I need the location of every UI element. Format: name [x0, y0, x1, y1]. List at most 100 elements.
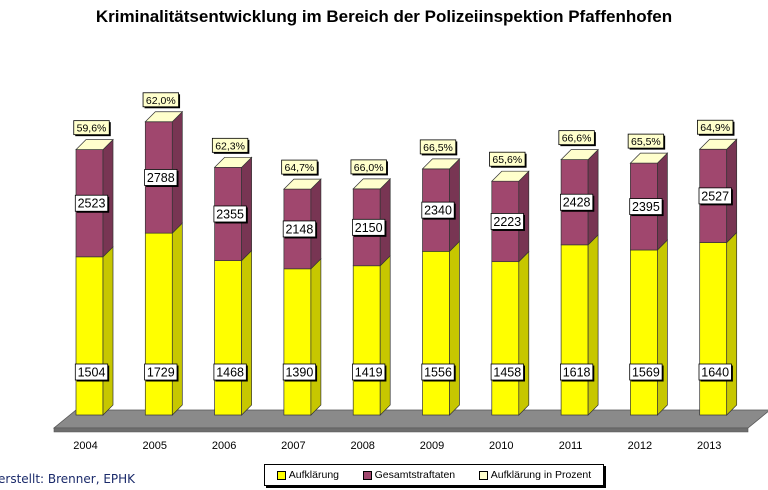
label-prozent-2004: 59,6%	[77, 123, 107, 135]
label-aufklaerung-2007: 1390	[285, 366, 313, 380]
legend-item-aufklaerung: Aufklärung	[276, 469, 339, 481]
label-gesamt-2011-box	[560, 193, 594, 211]
label-gesamt-2004: 2523	[78, 197, 106, 211]
label-aufklaerung-2011: 1618	[563, 366, 591, 380]
bar-aufklaerung-side-2013	[726, 231, 738, 416]
label-prozent-box-2007	[281, 159, 318, 175]
legend-label-aufklaerung: Aufklärung	[288, 469, 339, 481]
label-gesamt-2010: 2223	[493, 215, 521, 229]
x-tick-2006: 2006	[212, 440, 236, 452]
legend-item-gesamt: Gesamtstraftaten	[362, 469, 456, 481]
label-aufklaerung-2010: 1458	[493, 366, 521, 380]
bar-aufklaerung-2004	[75, 256, 104, 416]
bar-aufklaerung-side-2004	[102, 245, 114, 416]
bar-aufklaerung-2008	[352, 265, 381, 416]
bar-aufklaerung-2012	[630, 249, 658, 416]
legend-label-gesamt: Gesamtstraftaten	[374, 469, 456, 481]
label-aufklaerung-2008-box	[352, 363, 386, 381]
label-prozent-box-2006	[211, 137, 249, 153]
label-gesamt-2012: 2395	[632, 200, 660, 214]
bar-aufklaerung-2009	[422, 251, 450, 416]
x-tick-2005: 2005	[143, 440, 167, 452]
label-gesamt-2007-box	[282, 220, 317, 238]
label-aufklaerung-2007-box	[282, 363, 317, 381]
legend-swatch-aufklaerung	[276, 470, 286, 480]
label-aufklaerung-2009-box	[421, 363, 455, 381]
label-prozent-2005: 62,0%	[146, 95, 176, 107]
label-aufklaerung-2012: 1569	[632, 366, 660, 380]
label-gesamt-2010-box	[490, 213, 524, 230]
credit-text: erstellt: Brenner, EPHK	[0, 472, 136, 486]
legend-swatch-prozent	[478, 470, 488, 480]
label-prozent-2012: 65,5%	[631, 136, 661, 148]
label-aufklaerung-2009: 1556	[424, 366, 452, 380]
bar-top-2008	[352, 178, 392, 190]
legend: Aufklärung Gesamtstraftaten Aufklärung i…	[264, 464, 604, 486]
bar-top-2004	[75, 139, 114, 150]
label-gesamt-2008: 2150	[355, 221, 383, 235]
label-aufklaerung-2008: 1419	[355, 366, 383, 380]
bar-top-2011	[560, 149, 599, 160]
chart-title: Kriminalitätsentwicklung im Bereich der …	[95, 7, 673, 26]
label-gesamt-2013: 2527	[701, 189, 729, 203]
bar-top-2009	[421, 158, 461, 170]
label-prozent-box-2010	[489, 151, 526, 167]
label-gesamt-2005: 2788	[147, 171, 175, 185]
label-aufklaerung-2013-box	[698, 363, 732, 381]
label-prozent-2007: 64,7%	[285, 162, 315, 174]
label-aufklaerung-2006-box	[213, 363, 247, 381]
bar-aufklaerung-2006	[214, 260, 242, 416]
label-prozent-box-2008	[350, 159, 387, 175]
label-gesamt-2005-box	[144, 169, 178, 186]
bar-aufklaerung-side-2008	[379, 254, 391, 416]
label-aufklaerung-2005: 1729	[147, 366, 175, 380]
label-prozent-box-2012	[627, 133, 665, 149]
x-tick-2008: 2008	[350, 440, 374, 452]
x-tick-2012: 2012	[628, 440, 652, 452]
x-tick-2007: 2007	[281, 440, 305, 452]
label-prozent-2011: 66,6%	[562, 133, 592, 145]
label-gesamt-2006: 2355	[216, 207, 244, 221]
bar-aufklaerung-side-2012	[657, 239, 668, 416]
x-tick-2010: 2010	[489, 440, 513, 452]
bar-top-2012	[629, 152, 669, 164]
bar-aufklaerung-2013	[699, 242, 728, 416]
label-prozent-2006: 62,3%	[215, 140, 245, 152]
bar-top-2005	[144, 111, 184, 123]
label-prozent-2009: 66,5%	[423, 142, 453, 154]
bar-aufklaerung-side-2006	[241, 249, 252, 416]
label-gesamt-2006-box	[213, 205, 247, 223]
label-prozent-2010: 65,6%	[492, 154, 522, 166]
label-aufklaerung-2011-box	[560, 363, 594, 381]
chart-floor-edge	[53, 427, 749, 433]
bar-aufklaerung-side-2005	[171, 222, 183, 416]
label-gesamt-2012-box	[629, 198, 663, 215]
bar-top-2010	[490, 170, 530, 182]
label-aufklaerung-2004: 1504	[78, 366, 106, 380]
bar-top-2006	[213, 156, 253, 168]
x-tick-2011: 2011	[559, 440, 583, 452]
label-gesamt-2011: 2428	[563, 196, 591, 210]
label-prozent-box-2013	[697, 119, 734, 135]
label-prozent-2013: 64,9%	[700, 122, 730, 134]
legend-label-prozent: Aufklärung in Prozent	[490, 469, 592, 481]
label-gesamt-2004-box	[74, 194, 109, 212]
label-aufklaerung-2006: 1468	[216, 366, 244, 380]
label-aufklaerung-2004-box	[74, 363, 109, 381]
bar-aufklaerung-side-2009	[449, 240, 460, 416]
label-aufklaerung-2013: 1640	[701, 366, 729, 380]
label-prozent-box-2005	[142, 92, 179, 108]
legend-swatch-gesamt	[362, 470, 372, 480]
bar-top-2007	[283, 178, 322, 190]
label-aufklaerung-2005-box	[144, 363, 178, 381]
bar-aufklaerung-2010	[491, 261, 520, 416]
label-aufklaerung-2012-box	[629, 363, 663, 381]
label-prozent-2008: 66,0%	[354, 162, 384, 174]
label-gesamt-2009-box	[421, 201, 455, 219]
bar-aufklaerung-2011	[560, 244, 589, 416]
bar-aufklaerung-side-2011	[587, 233, 599, 416]
bar-aufklaerung-2007	[283, 268, 312, 416]
label-prozent-box-2009	[419, 139, 457, 155]
label-prozent-box-2004	[73, 120, 110, 136]
